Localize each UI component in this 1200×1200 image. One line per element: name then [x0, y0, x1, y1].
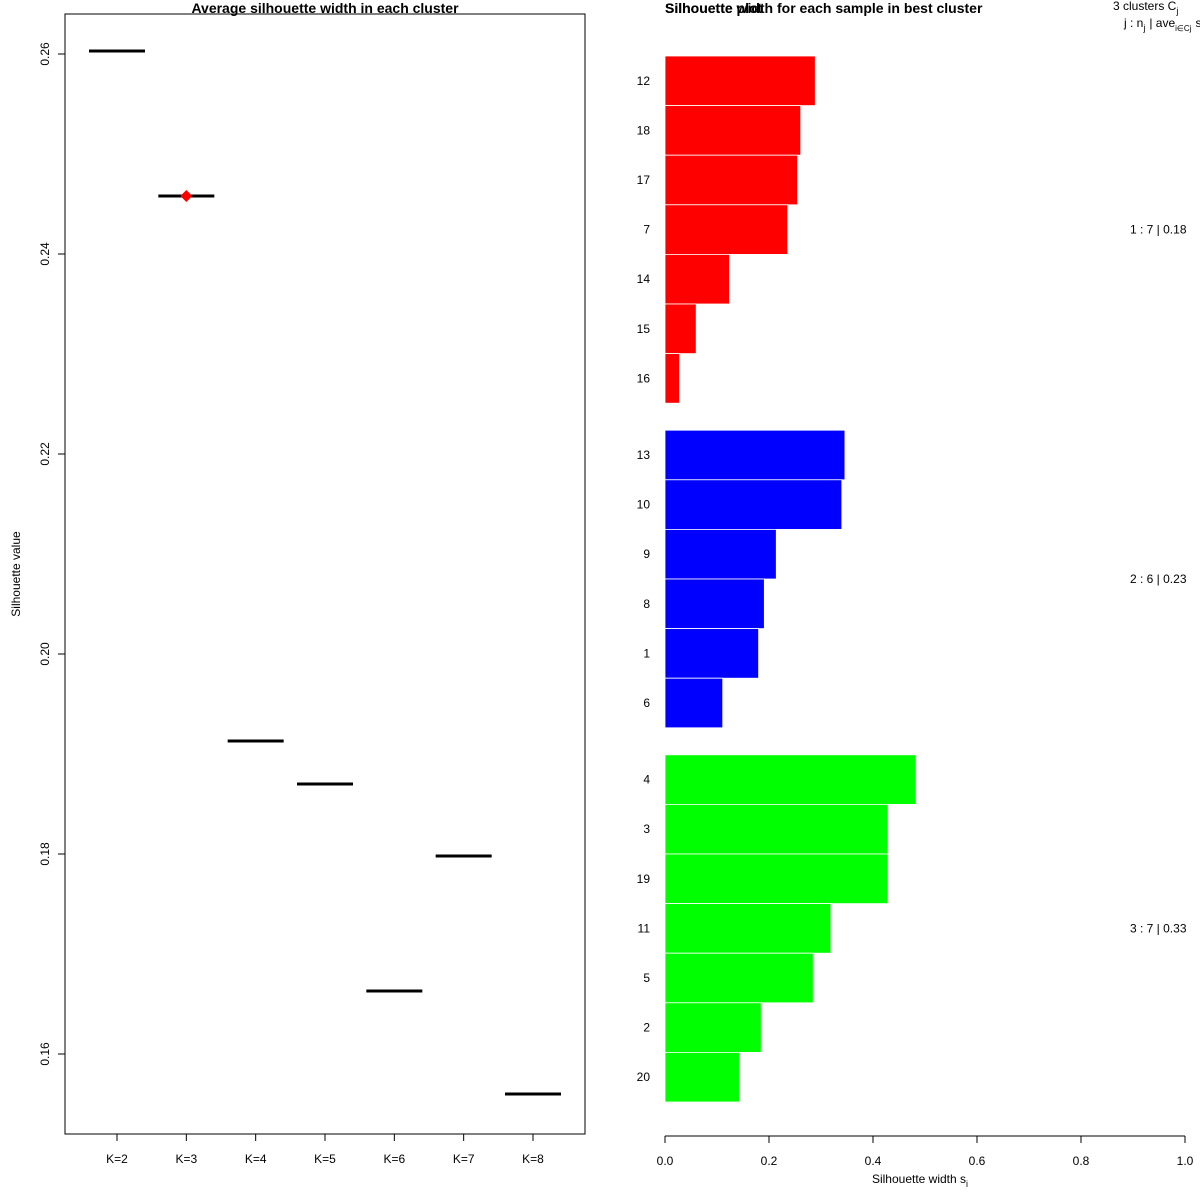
silhouette-bar	[664, 804, 889, 855]
legend-line-1: 3 clusters Cj	[1113, 0, 1178, 16]
left-marks	[89, 49, 561, 1096]
right-x-tick-label: 0.2	[761, 1154, 778, 1168]
cluster-summary: 2 : 6 | 0.23	[1130, 572, 1187, 586]
left-panel: Average silhouette width in each cluster…	[9, 0, 586, 1166]
silhouette-bar	[664, 903, 832, 954]
sample-label: 9	[643, 547, 650, 561]
right-x-tick-label: 0.6	[969, 1154, 986, 1168]
left-x-tick-label: K=3	[175, 1152, 197, 1166]
right-x-tick-label: 0.4	[865, 1154, 882, 1168]
cluster-2: 13 10 9 8 1 6 2 : 6 | 0.23	[637, 429, 1187, 729]
right-x-axis-label: Silhouette width si	[872, 1172, 968, 1189]
left-y-tick-label: 0.22	[38, 442, 52, 466]
left-x-tick-label: K=2	[106, 1152, 128, 1166]
left-x-tick-label: K=6	[383, 1152, 405, 1166]
sample-label: 6	[643, 696, 650, 710]
legend-line-2: j : nj | avei∈Cj s	[1123, 16, 1200, 33]
silhouette-bar	[664, 55, 816, 106]
right-x-tick-label: 1.0	[1177, 1154, 1194, 1168]
cluster-1: 12 18 17 7 14 15 16 1 : 7 | 0.18	[637, 55, 1187, 404]
right-panel: Silhouette plot Silhouette width for eac…	[637, 0, 1200, 1189]
sample-label: 19	[637, 872, 651, 886]
cluster-summary: 3 : 7 | 0.33	[1130, 921, 1187, 935]
cluster-3: 4 3 19 11 5 2 20 3 : 7 | 0.33	[637, 754, 1187, 1103]
sample-label: 10	[637, 498, 651, 512]
sample-label: 15	[637, 322, 651, 336]
sample-label: 3	[643, 822, 650, 836]
silhouette-bar	[664, 1002, 762, 1053]
right-chart-title: Silhouette width for each sample in best…	[665, 0, 983, 16]
left-y-tick-label: 0.26	[38, 42, 52, 66]
sample-label: 11	[638, 921, 651, 935]
left-y-tick-label: 0.18	[38, 842, 52, 866]
sample-label: 7	[643, 223, 650, 237]
silhouette-bar	[664, 204, 789, 255]
silhouette-bar	[664, 677, 724, 729]
right-x-axis: 0.0 0.2 0.4 0.6 0.8 1.0	[657, 1135, 1194, 1168]
sample-label: 13	[637, 448, 651, 462]
left-plot-frame	[64, 13, 586, 1135]
left-y-axis-label: Silhouette value	[9, 531, 23, 617]
left-y-axis: 0.16 0.18 0.20 0.22 0.24 0.26	[38, 42, 65, 1066]
sample-label: 16	[637, 371, 651, 385]
silhouette-bar	[664, 952, 814, 1004]
sample-label: 4	[643, 773, 650, 787]
sample-label: 8	[643, 597, 650, 611]
left-y-tick-label: 0.16	[38, 1042, 52, 1066]
sample-label: 14	[637, 272, 651, 286]
right-x-tick-label: 0.0	[657, 1154, 674, 1168]
left-y-tick-label: 0.24	[38, 242, 52, 266]
sample-label: 5	[643, 971, 650, 985]
cluster-summary: 1 : 7 | 0.18	[1130, 223, 1187, 237]
silhouette-bar	[664, 479, 843, 530]
left-chart-title: Average silhouette width in each cluster	[191, 0, 459, 16]
sample-label: 18	[637, 123, 651, 137]
left-x-tick-label: K=7	[453, 1152, 475, 1166]
silhouette-bar	[664, 154, 799, 206]
left-x-axis: K=2 K=3 K=4 K=5 K=6 K=7 K=8	[106, 1134, 544, 1166]
right-x-tick-label: 0.8	[1073, 1154, 1090, 1168]
silhouette-bar	[664, 105, 802, 156]
best-k-marker	[180, 190, 193, 202]
sample-label: 1	[643, 646, 650, 660]
left-x-tick-label: K=5	[314, 1152, 336, 1166]
silhouette-bar	[664, 429, 846, 481]
left-y-tick-label: 0.20	[38, 642, 52, 666]
silhouette-bar	[664, 853, 889, 904]
silhouette-bar	[664, 353, 680, 404]
sample-label: 17	[637, 173, 651, 187]
silhouette-bar	[664, 529, 777, 580]
sample-label: 2	[643, 1021, 650, 1035]
left-x-tick-label: K=4	[245, 1152, 267, 1166]
right-chart-title-overlay: Silhouette plot	[665, 0, 763, 16]
left-x-tick-label: K=8	[522, 1152, 544, 1166]
sample-label: 20	[637, 1070, 651, 1084]
silhouette-bar	[664, 628, 759, 679]
legend-header: 3 clusters Cj j : nj | avei∈Cj s	[1113, 0, 1200, 33]
sample-label: 12	[637, 74, 651, 88]
silhouette-bar	[664, 303, 697, 354]
silhouette-bar	[664, 578, 765, 629]
silhouette-bar	[664, 253, 730, 305]
silhouette-bar	[664, 754, 917, 805]
silhouette-bar	[664, 1052, 740, 1103]
